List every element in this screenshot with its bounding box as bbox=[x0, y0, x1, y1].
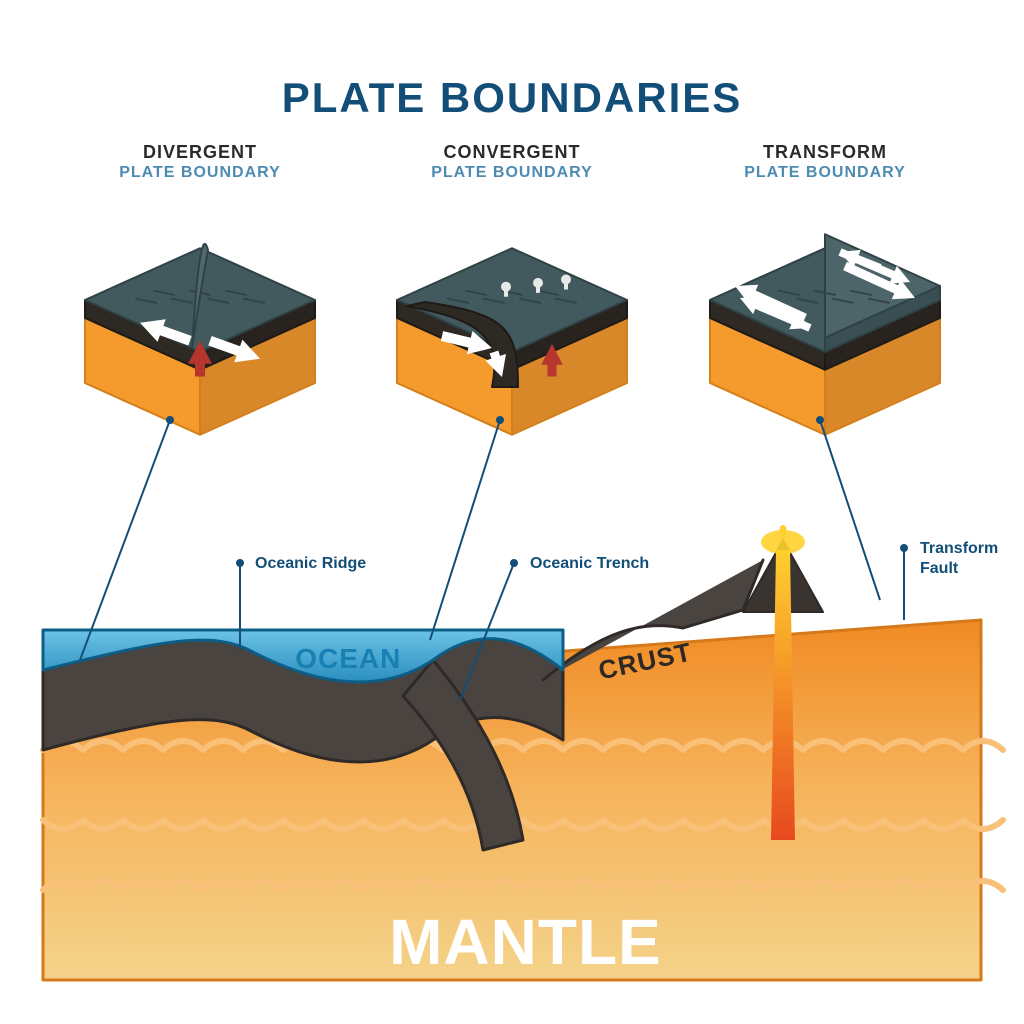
label-transform-fault-2: Fault bbox=[920, 560, 958, 578]
cross-section-svg bbox=[0, 0, 1024, 1024]
label-oceanic-ridge: Oceanic Ridge bbox=[255, 555, 366, 573]
label-ocean: OCEAN bbox=[295, 643, 401, 675]
label-oceanic-trench: Oceanic Trench bbox=[530, 555, 649, 573]
label-transform-fault-1: Transform bbox=[920, 540, 998, 558]
label-mantle: MANTLE bbox=[389, 905, 662, 979]
